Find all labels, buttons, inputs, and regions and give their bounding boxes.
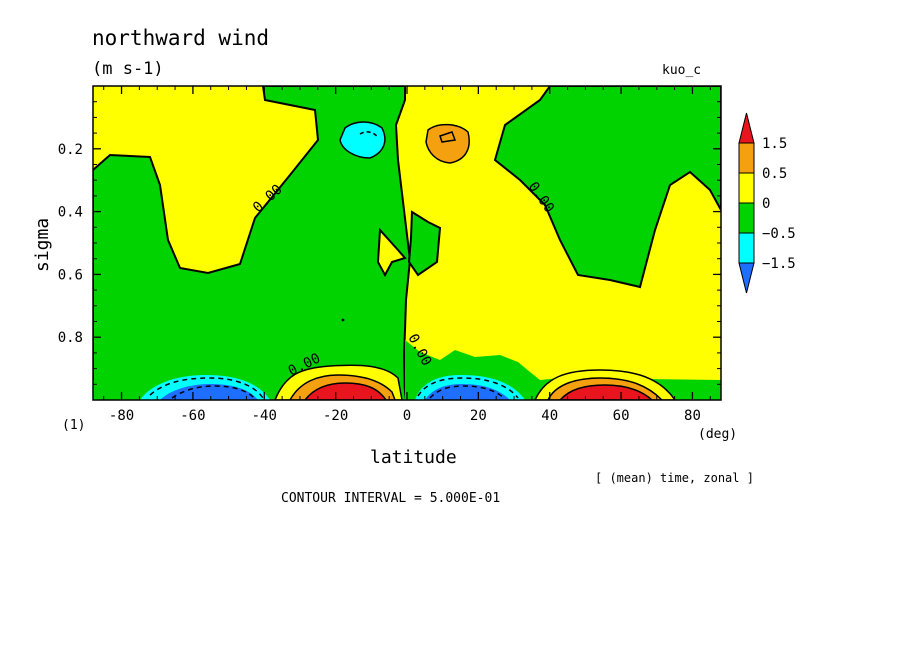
colorbar-label: −1.5 [762,256,796,272]
solid-upper-positive-contour [439,131,457,143]
plot-area [93,86,721,400]
colorbar-segment [738,172,755,204]
y-tick-label: 0.6 [58,267,83,283]
y-tick-label: 0.8 [58,330,83,346]
dashed-contour-south-1 [149,377,264,399]
colorbar-label: 1.5 [762,136,787,152]
y-axis-title: sigma [32,218,53,272]
negative-region-north [493,86,721,289]
x-tick-label: 40 [541,408,558,424]
chart-title: northward wind [92,26,269,50]
colorbar-bottom-arrow [738,262,755,294]
max-positive-core-north [558,384,654,400]
x-tick-label: 20 [470,408,487,424]
dashed-contour-north-1 [417,377,519,399]
negative-patch-equator-north [407,210,442,277]
dashed-contour-north-2 [429,385,505,399]
dashed-upper-negative-contour [359,131,379,139]
x-tick-label: 80 [684,408,701,424]
colorbar-segment [738,202,755,234]
x-unit-label: (deg) [698,427,737,442]
panel-label: (1) [62,418,85,433]
contour-dot [341,318,345,322]
positive-pocket-equator [376,227,407,278]
x-tick-label: -60 [180,408,205,424]
negative-upper-feature [339,121,386,159]
y-tick-label: 0.2 [58,142,83,158]
colorbar-label: −0.5 [762,226,796,242]
x-tick-label: -20 [323,408,348,424]
contour-interval: CONTOUR INTERVAL = 5.000E-01 [281,491,500,506]
y-axis: 0.2 0.4 0.6 0.8 [58,101,721,385]
x-axis-title: latitude [370,447,457,468]
x-tick-label: 60 [613,408,630,424]
max-positive-core-south [304,382,387,400]
x-tick-label: 0 [403,408,411,424]
x-tick-label: -80 [109,408,134,424]
x-axis: -80 -60 -40 -20 0 20 40 60 80 [103,86,711,424]
colorbar-top-arrow [738,112,755,144]
colorbar-label: 0.5 [762,166,787,182]
colorbar-segment [738,142,755,174]
dashed-contour-south-2 [171,385,255,399]
averaging-note: [ (mean) time, zonal ] [595,471,754,485]
positive-upper-feature [425,123,470,164]
colorbar-segment [738,232,755,264]
x-tick-label: -40 [252,408,277,424]
y-tick-label: 0.4 [58,205,83,221]
colorbar: 1.5 0.5 0 −0.5 −1.5 [738,112,796,294]
run-label: kuo_c [662,63,701,78]
chart-units: (m s-1) [92,59,164,79]
colorbar-label: 0 [762,196,770,212]
